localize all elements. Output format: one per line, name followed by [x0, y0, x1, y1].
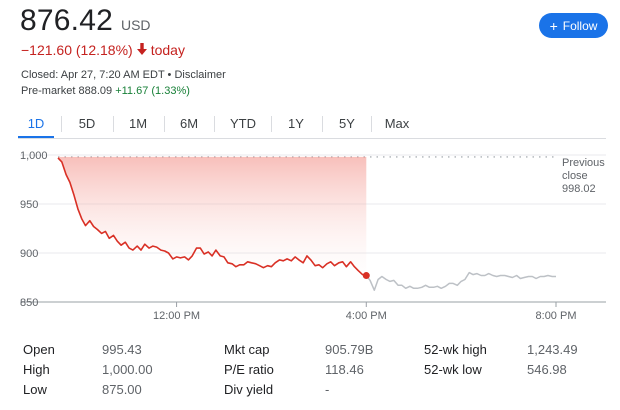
- tab-1m[interactable]: 1M: [128, 115, 148, 131]
- tab-separator: [113, 116, 114, 132]
- price-change: −121.60 (12.18%) today: [21, 42, 185, 58]
- after-hours-line: [365, 271, 556, 291]
- stat-label: Open: [23, 342, 55, 357]
- premarket-change: +11.67 (1.33%): [115, 85, 190, 97]
- follow-label: Follow: [562, 18, 598, 33]
- stat-value: 875.00: [102, 382, 142, 397]
- plus-icon: +: [549, 17, 558, 34]
- stat-value: 995.43: [102, 342, 142, 357]
- closed-text: Closed: Apr 27, 7:20 AM EDT: [21, 69, 165, 81]
- tab-5d[interactable]: 5D: [78, 115, 96, 131]
- tab-separator: [61, 116, 62, 132]
- y-tick-label: 950: [20, 199, 38, 211]
- tab-separator: [371, 116, 372, 132]
- y-tick-label: 1,000: [20, 150, 48, 162]
- range-tabs: 1D 5D 1M 6M YTD 1Y 5Y Max: [18, 110, 606, 139]
- previous-close-label: close: [562, 170, 588, 182]
- premarket-price: 888.09: [78, 85, 113, 97]
- tab-1d[interactable]: 1D: [18, 110, 54, 138]
- stat-value: 546.98: [527, 362, 567, 377]
- stat-label: Low: [23, 382, 47, 397]
- tab-separator: [271, 116, 272, 132]
- previous-close-value: 998.02: [562, 183, 596, 195]
- premarket-row: Pre-market 888.09 +11.67 (1.33%): [21, 85, 190, 97]
- change-value: −121.60 (12.18%): [21, 42, 133, 58]
- stat-label: 52-wk high: [424, 342, 487, 357]
- regular-session-area: [58, 156, 367, 276]
- current-price: 876.42: [20, 4, 113, 37]
- x-tick-label: 4:00 PM: [346, 310, 387, 322]
- tab-separator: [321, 116, 323, 132]
- tab-separator: [163, 116, 165, 132]
- stat-value: 905.79B: [325, 342, 374, 357]
- regular-session-line: [57, 157, 367, 277]
- change-period: today: [150, 42, 185, 58]
- x-tick-label: 12:00 PM: [153, 310, 200, 322]
- previous-close-label: Previous: [562, 157, 605, 169]
- price-chart[interactable]: 1,000 950 900 850 12:00 PM 4:00 PM 8:00 PM Prev…: [0, 140, 620, 330]
- stat-label: Div yield: [224, 382, 274, 397]
- stat-value: 118.46: [325, 362, 364, 377]
- follow-button[interactable]: + Follow: [539, 13, 608, 38]
- premarket-label: Pre-market: [21, 85, 76, 97]
- tab-ytd[interactable]: YTD: [230, 115, 256, 131]
- stat-label: High: [23, 362, 50, 377]
- y-tick-label: 850: [20, 297, 38, 309]
- x-tick-label: 8:00 PM: [536, 310, 577, 322]
- close-marker: [362, 272, 370, 280]
- stat-label: 52-wk low: [424, 362, 482, 377]
- stat-value: -: [325, 382, 330, 397]
- tab-5y[interactable]: 5Y: [339, 115, 355, 131]
- disclaimer-link[interactable]: Disclaimer: [174, 69, 226, 81]
- market-status: Closed: Apr 27, 7:20 AM EDT • Disclaimer: [21, 69, 226, 81]
- tab-1y[interactable]: 1Y: [288, 115, 304, 131]
- arrow-down-icon: [136, 42, 147, 58]
- quote-header: 876.42 USD: [20, 4, 151, 38]
- tab-separator: [214, 116, 215, 132]
- stat-value: 1,000.00: [102, 362, 153, 377]
- tab-max[interactable]: Max: [384, 115, 410, 131]
- stat-value: 1,243.49: [527, 342, 578, 357]
- stat-label: P/E ratio: [224, 362, 274, 377]
- currency-label: USD: [120, 17, 151, 33]
- y-tick-label: 900: [20, 248, 38, 260]
- stat-label: Mkt cap: [224, 342, 270, 357]
- tab-6m[interactable]: 6M: [179, 115, 199, 131]
